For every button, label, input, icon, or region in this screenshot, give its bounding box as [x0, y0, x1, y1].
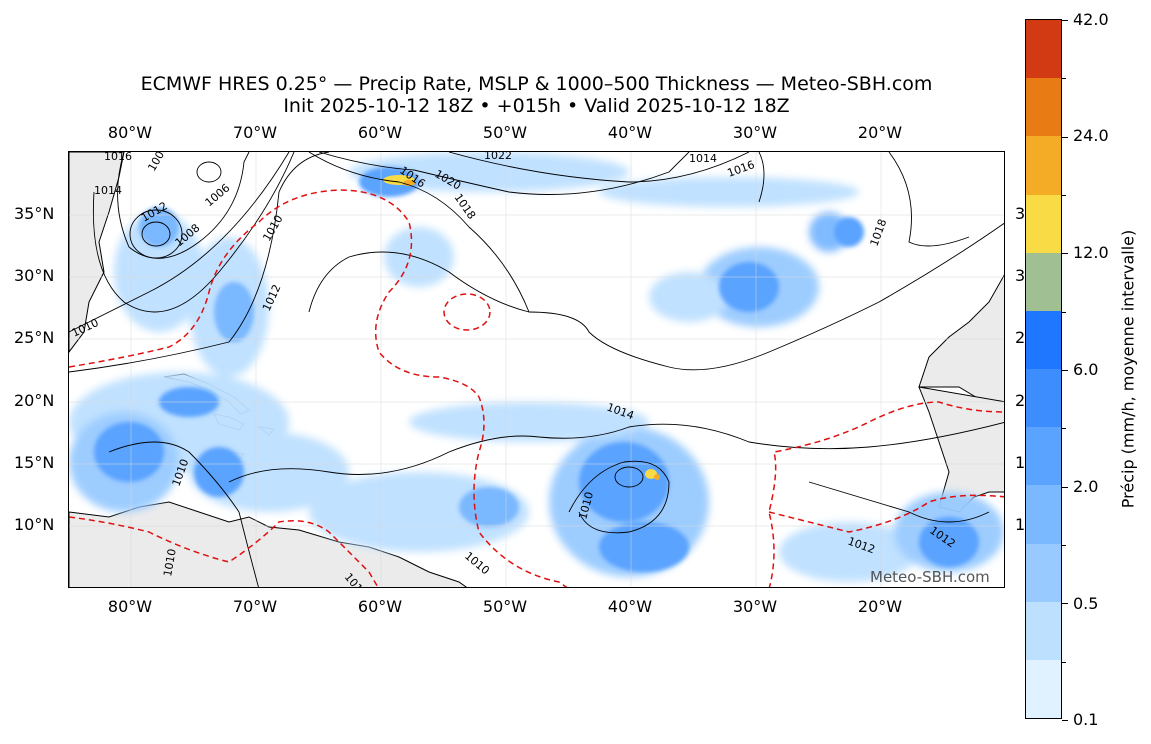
colorbar-label: 0.5	[1073, 594, 1099, 613]
lon-tick-bottom: 70°W	[232, 597, 278, 616]
colorbar-tick	[1062, 603, 1068, 605]
lat-tick-right: 1	[1015, 453, 1026, 472]
colorbar-tick	[1062, 78, 1066, 80]
isobars	[69, 152, 1004, 587]
title-line-2: Init 2025-10-12 18Z • +015h • Valid 2025…	[283, 95, 790, 117]
lon-tick-top: 50°W	[482, 123, 528, 142]
lat-tick-left: 15°N	[14, 453, 55, 472]
colorbar-segment	[1026, 194, 1061, 254]
thickness-contours	[69, 189, 1004, 587]
colorbar-tick	[1062, 661, 1066, 663]
lat-tick-left: 25°N	[14, 328, 55, 347]
lat-tick-right: 2	[1015, 391, 1026, 410]
colorbar-segment	[1026, 659, 1061, 719]
colorbar-segment	[1026, 78, 1061, 137]
colorbar-tick	[1062, 311, 1066, 313]
colorbar-segment	[1026, 20, 1061, 79]
colorbar-tick	[1062, 370, 1068, 371]
isobar-label: 1014	[689, 152, 717, 165]
colorbar-segment	[1026, 369, 1061, 428]
colorbar-title: Précip (mm/h, moyenne intervalle)	[1118, 229, 1138, 509]
colorbar-label: 42.0	[1073, 10, 1109, 29]
lat-tick-left: 30°N	[14, 266, 55, 285]
map-panel[interactable]: 1016 1014 1012 1008 1006 1006 1010 1010 …	[68, 151, 1005, 588]
colorbar-segment	[1026, 136, 1061, 195]
colorbar-label: 24.0	[1073, 126, 1109, 145]
lon-tick-top: 60°W	[357, 123, 403, 142]
lon-tick-bottom: 60°W	[357, 597, 403, 616]
map-canvas: 1016 1014 1012 1008 1006 1006 1010 1010 …	[69, 152, 1004, 587]
lat-tick-right: 2	[1015, 328, 1026, 347]
lat-tick-left: 35°N	[14, 204, 55, 223]
lon-tick-top: 40°W	[607, 123, 653, 142]
watermark: Meteo-SBH.com	[870, 568, 990, 586]
colorbar-label: 6.0	[1073, 360, 1099, 379]
colorbar-segment	[1026, 310, 1061, 370]
lon-tick-top: 30°W	[732, 123, 778, 142]
colorbar-tick	[1062, 486, 1068, 488]
colorbar-segment	[1026, 252, 1061, 312]
colorbar-tick	[1062, 545, 1066, 546]
lon-tick-bottom: 50°W	[482, 597, 528, 616]
lon-tick-top: 20°W	[857, 123, 903, 142]
colorbar-label: 2.0	[1073, 477, 1099, 496]
lat-tick-left: 10°N	[14, 515, 55, 534]
colorbar-label: 0.1	[1073, 710, 1099, 729]
lon-tick-bottom: 20°W	[857, 597, 903, 616]
lon-tick-top: 70°W	[232, 123, 278, 142]
colorbar-tick	[1062, 428, 1066, 430]
isobar-label: 1010	[161, 548, 179, 578]
colorbar-tick	[1062, 136, 1068, 138]
lon-tick-top: 80°W	[107, 123, 153, 142]
lat-tick-left: 20°N	[14, 391, 55, 410]
lon-tick-bottom: 40°W	[607, 597, 653, 616]
lon-tick-bottom: 80°W	[107, 597, 153, 616]
title-line-1: ECMWF HRES 0.25° — Precip Rate, MSLP & 1…	[140, 73, 933, 95]
isobar-label: 1014	[94, 184, 122, 197]
lat-tick-right: 3	[1015, 266, 1026, 285]
lon-tick-bottom: 30°W	[732, 597, 778, 616]
colorbar-tick	[1062, 253, 1068, 255]
colorbar-tick	[1062, 20, 1068, 21]
colorbar-segment	[1026, 485, 1061, 544]
isobar-label: 1022	[484, 152, 512, 162]
precip-colorbar	[1025, 19, 1062, 719]
lat-tick-right: 3	[1015, 204, 1026, 223]
lat-tick-right: 1	[1015, 515, 1026, 534]
colorbar-segment	[1026, 427, 1061, 486]
colorbar-segment	[1026, 601, 1061, 661]
isobar-label: 1016	[104, 152, 132, 163]
colorbar-segment	[1026, 543, 1061, 603]
colorbar-tick	[1062, 195, 1066, 196]
colorbar-tick	[1062, 720, 1068, 721]
colorbar-label: 12.0	[1073, 243, 1109, 262]
